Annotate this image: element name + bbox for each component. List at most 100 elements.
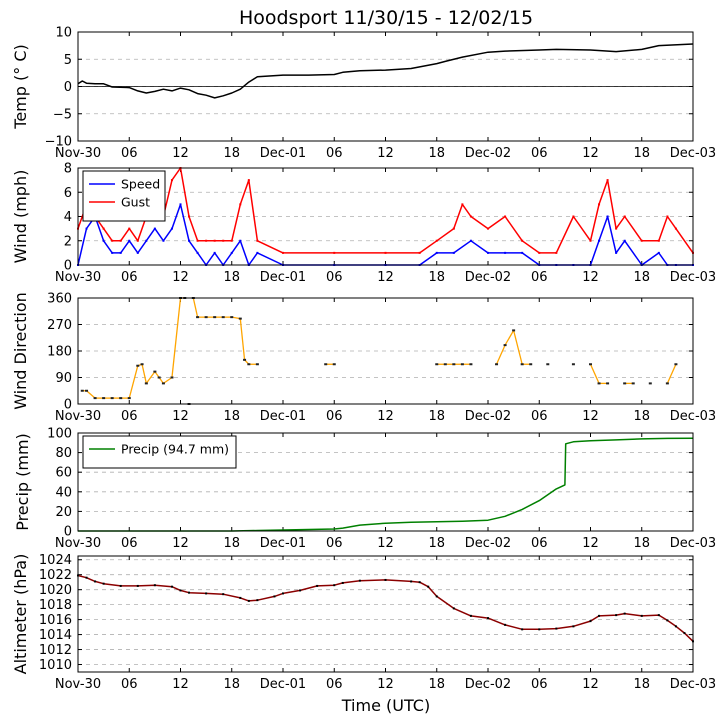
point-gust [657, 239, 660, 242]
x-tick-label: 12 [172, 146, 189, 161]
y-tick-label: 60 [55, 466, 72, 481]
x-tick-label: 18 [633, 270, 650, 285]
point-direction [127, 397, 131, 400]
point-direction [243, 358, 247, 361]
x-tick-label: 12 [582, 677, 599, 692]
point-altimeter [657, 614, 660, 617]
point-gust [461, 203, 464, 206]
x-tick-label: 12 [377, 677, 394, 692]
point-altimeter [282, 592, 284, 595]
point-altimeter [299, 589, 302, 592]
y-tick-label: 6 [64, 186, 72, 201]
x-tick-label: 06 [531, 409, 548, 424]
series-line-direction [666, 363, 677, 384]
x-tick-label: 12 [172, 677, 189, 692]
legend: Speed Gust [82, 170, 166, 222]
point-speed [85, 227, 88, 230]
y-tick-label: 1010 [39, 658, 72, 673]
point-altimeter [341, 581, 344, 584]
point-altimeter [94, 580, 97, 583]
point-gust [555, 251, 558, 254]
point-gust [589, 239, 592, 242]
point-altimeter [487, 617, 489, 620]
point-altimeter [205, 592, 208, 595]
point-altimeter [666, 619, 669, 622]
point-direction [157, 376, 161, 379]
point-gust [222, 239, 225, 242]
x-tick-label: Dec-01 [260, 270, 306, 285]
series-line-direction [589, 363, 600, 384]
x-tick-label: 18 [223, 146, 240, 161]
point-speed [469, 239, 472, 242]
point-gust [247, 179, 250, 182]
point-speed [162, 239, 165, 242]
y-tick-label: 2 [64, 234, 72, 249]
point-speed [119, 251, 122, 254]
point-direction [435, 363, 439, 366]
point-altimeter [247, 599, 250, 602]
point-altimeter [623, 612, 626, 615]
point-altimeter [119, 584, 122, 587]
x-tick-label: 06 [121, 536, 138, 551]
point-gust [239, 203, 242, 206]
point-speed [230, 251, 233, 254]
y-axis-label: Wind Direction [11, 292, 30, 410]
point-speed [487, 251, 489, 254]
point-speed [102, 239, 105, 242]
x-tick-label: Dec-01 [260, 146, 306, 161]
point-direction [324, 363, 328, 366]
point-direction [204, 316, 208, 319]
y-tick-label: 1014 [39, 628, 72, 643]
point-gust [435, 239, 438, 242]
x-tick-label: Dec-02 [465, 270, 511, 285]
y-axis-label: Wind (mph) [11, 170, 30, 264]
point-direction [161, 382, 165, 385]
y-tick-label: 10 [55, 26, 72, 41]
point-speed [179, 203, 182, 206]
point-direction [648, 382, 652, 385]
series-line-direction [192, 297, 199, 318]
point-direction [255, 363, 259, 366]
point-direction [606, 382, 610, 385]
point-direction [460, 363, 464, 366]
x-tick-label: Dec-03 [670, 146, 716, 161]
point-direction [119, 397, 123, 400]
x-tick-label: 18 [428, 146, 445, 161]
point-direction [665, 382, 669, 385]
x-tick-label: Nov-30 [55, 677, 101, 692]
point-direction [221, 316, 225, 319]
point-gust [504, 215, 507, 218]
x-tick-label: 18 [633, 677, 650, 692]
y-axis-label: Precip (mm) [13, 433, 32, 531]
point-altimeter [555, 627, 558, 630]
series-line-direction [504, 330, 515, 346]
point-direction [213, 316, 217, 319]
x-tick-label: Dec-03 [670, 270, 716, 285]
point-gust [333, 251, 336, 254]
point-gust [623, 215, 626, 218]
point-altimeter [640, 614, 643, 617]
y-tick-label: 1018 [39, 598, 72, 613]
point-direction [144, 382, 148, 385]
y-tick-label: 1020 [39, 583, 72, 598]
point-direction [230, 316, 234, 319]
legend-label: Precip (94.7 mm) [121, 442, 229, 457]
x-tick-label: 18 [223, 409, 240, 424]
point-direction [571, 363, 575, 366]
series-line-direction [495, 344, 506, 365]
x-tick-label: 12 [172, 409, 189, 424]
x-tick-label: Dec-02 [465, 409, 511, 424]
y-tick-label: 180 [47, 345, 72, 360]
legend-box [82, 435, 237, 469]
y-tick-label: 8 [64, 162, 72, 177]
point-speed [452, 251, 455, 254]
x-tick-label: 06 [326, 536, 343, 551]
series-line-precip [78, 437, 694, 532]
point-direction [529, 363, 533, 366]
point-gust [521, 239, 524, 242]
x-tick-label: 06 [326, 677, 343, 692]
point-altimeter [384, 578, 387, 581]
point-speed [521, 251, 524, 254]
point-direction [495, 363, 499, 366]
